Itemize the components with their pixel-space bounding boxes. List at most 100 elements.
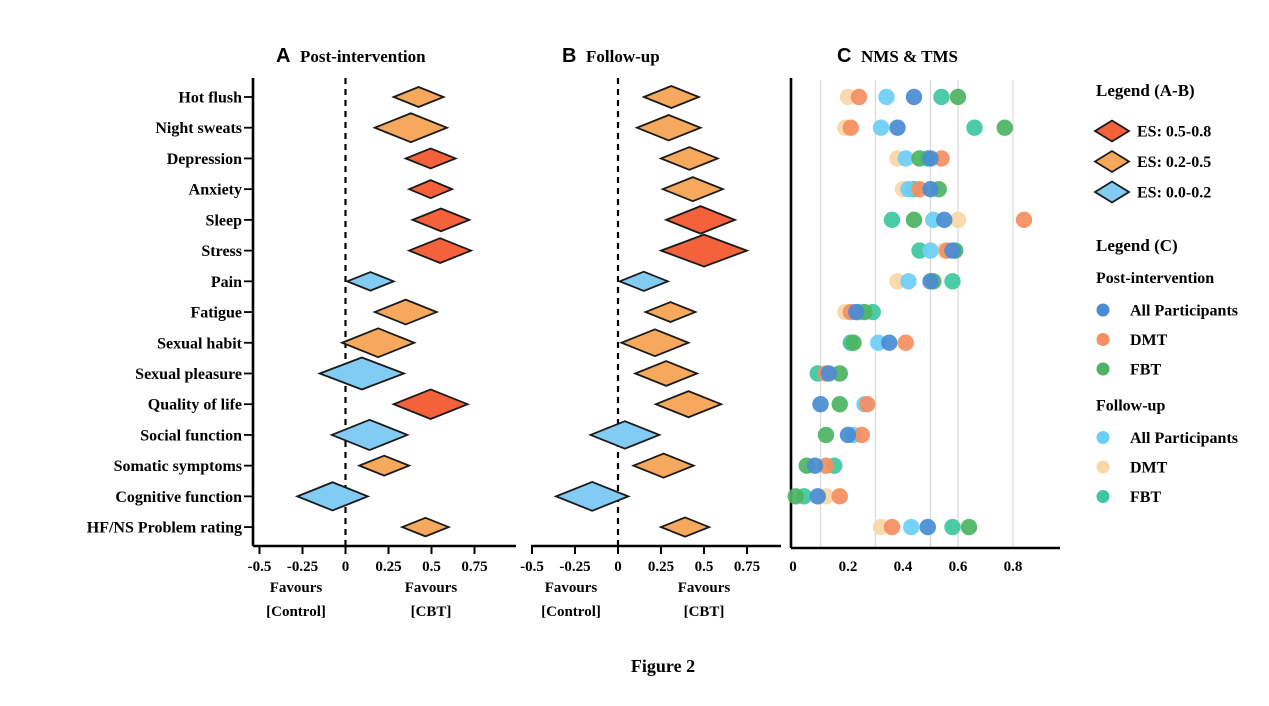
point-post_dmt-sleep — [1015, 211, 1033, 229]
diamond-a-pain — [344, 271, 397, 292]
row-label-hf-ns-problem-rating: HF/NS Problem rating — [87, 520, 242, 537]
point-post_dmt-quality-of-life — [859, 396, 876, 413]
diamond-a-somatic-symptoms — [356, 454, 412, 477]
panel-c: C NMS & TMS 0 0.2 0.4 0.6 0.8 — [787, 45, 1060, 575]
point-post_all-sexual-habit — [881, 334, 898, 351]
point-post_dmt-hf-ns-problem-rating — [883, 518, 901, 536]
legend-diamond-es-0-2-0-5 — [1093, 149, 1131, 174]
diamond-a-social-function — [329, 418, 410, 452]
row-label-hot-flush: Hot flush — [178, 90, 242, 107]
panel-c-title: NMS & TMS — [861, 47, 958, 66]
x-tick-label: 0.6 — [949, 559, 968, 575]
diamond-a-quality-of-life — [391, 388, 471, 420]
diamond-b-cognitive-function — [553, 480, 631, 512]
row-label-depression: Depression — [167, 151, 242, 168]
favours-left-line2: [Control] — [541, 604, 601, 620]
legend-ab-title: Legend (A-B) — [1096, 81, 1195, 100]
favours-left-line1: Favours — [545, 580, 598, 596]
row-label-quality-of-life: Quality of life — [148, 397, 242, 414]
diamond-b-anxiety — [660, 176, 726, 203]
point-post_fbt-hot-flush — [949, 88, 967, 106]
legend-diamond-es-0-5-0-8 — [1093, 119, 1131, 143]
diamond-b-fatigue — [643, 301, 698, 323]
x-tick-label: 0.5 — [695, 559, 714, 575]
point-post_fbt-hf-ns-problem-rating — [960, 518, 978, 536]
diamond-a-sexual-pleasure — [317, 356, 407, 391]
diamond-b-sleep — [663, 205, 738, 235]
legend-ab-label-es-0-0-0-2: ES: 0.0-0.2 — [1137, 185, 1211, 202]
diamond-b-hf-ns-problem-rating — [658, 516, 712, 538]
x-tick-label: 0 — [342, 559, 350, 575]
point-post_dmt-sexual-habit — [897, 334, 914, 351]
point-post_fbt-sexual-habit — [845, 334, 862, 351]
row-label-night-sweats: Night sweats — [155, 120, 242, 137]
point-fu_all-stress — [922, 242, 939, 259]
point-post_fbt-social-function — [817, 426, 835, 444]
x-tick-label: 0.4 — [894, 559, 913, 575]
legend-c-heading-follow-up: Follow-up — [1096, 398, 1165, 415]
point-post_dmt-hot-flush — [850, 88, 868, 106]
point-post_all-quality-of-life — [812, 396, 829, 413]
point-fu_all-night-sweats — [872, 119, 890, 136]
legend-c-label-fu_fbt: FBT — [1130, 489, 1161, 506]
point-post_all-sexual-pleasure — [820, 365, 837, 382]
point-fu_fbt-hf-ns-problem-rating — [944, 518, 961, 536]
legend-c-title: Legend (C) — [1096, 236, 1178, 255]
legend-ab-label-es-0-2-0-5: ES: 0.2-0.5 — [1137, 154, 1211, 171]
diamond-b-night-sweats — [634, 114, 703, 142]
diamond-b-sexual-pleasure — [632, 360, 700, 387]
legend-c-label-fu_all: All Participants — [1130, 430, 1238, 447]
panel-b-title: Follow-up — [586, 47, 660, 66]
point-post_all-sleep — [936, 211, 953, 229]
point-post_dmt-cognitive-function — [831, 488, 848, 505]
point-post_all-cognitive-function — [809, 488, 826, 505]
favours-left-line1: Favours — [270, 580, 323, 596]
diamond-a-fatigue — [372, 298, 440, 326]
legend-dot-fu_dmt — [1096, 460, 1110, 474]
legend-dot-post_dmt — [1096, 333, 1110, 346]
panel-a: A Post-intervention-0.5 -0.25 0 0.25 0.5 0.75F… — [248, 45, 516, 620]
legend-c-heading-post-intervention: Post-intervention — [1096, 270, 1214, 287]
diamond-a-sexual-habit — [339, 327, 417, 359]
diamond-b-stress — [658, 233, 750, 268]
point-post_dmt-night-sweats — [842, 119, 859, 136]
diamond-a-depression — [403, 147, 459, 170]
favours-right-line1: Favours — [405, 580, 458, 596]
x-tick-label: -0.25 — [287, 559, 318, 575]
point-post_fbt-cognitive-function — [787, 488, 804, 505]
legend-c-label-fu_dmt: DMT — [1130, 460, 1168, 477]
point-post_all-depression — [922, 150, 939, 167]
x-tick-label: 0.5 — [422, 559, 441, 575]
favours-right-line2: [CBT] — [411, 604, 452, 620]
diamond-a-cognitive-function — [294, 481, 371, 512]
point-fu_fbt-sleep — [883, 211, 901, 229]
row-label-sleep: Sleep — [206, 212, 243, 229]
favours-right-line2: [CBT] — [684, 604, 725, 620]
diamond-a-hf-ns-problem-rating — [399, 516, 452, 538]
point-post_all-stress — [944, 242, 961, 259]
row-label-cognitive-function: Cognitive function — [115, 489, 242, 506]
legend-c: Legend (C) Post-intervention All Participa… — [1096, 236, 1238, 506]
point-post_all-anxiety — [922, 180, 939, 198]
point-post_all-social-function — [839, 426, 857, 444]
legend-dot-post_all — [1096, 303, 1110, 317]
x-tick-label: 0.75 — [461, 559, 487, 575]
legend-c-label-post_all: All Participants — [1130, 303, 1238, 320]
figure-chart: Hot flush Night sweats Depression Anxiety Sl… — [87, 45, 1238, 620]
diamond-a-anxiety — [406, 179, 455, 200]
point-fu_dmt-sleep — [949, 211, 967, 229]
legend-c-label-post_dmt: DMT — [1130, 332, 1168, 349]
point-post_fbt-night-sweats — [996, 119, 1013, 136]
point-post_all-night-sweats — [889, 119, 906, 136]
diamond-a-sleep — [410, 207, 472, 233]
point-fu_fbt-hot-flush — [933, 88, 950, 106]
row-label-stress: Stress — [201, 243, 242, 260]
diamond-b-quality-of-life — [653, 390, 724, 419]
legend-diamond-es-0-0-0-2 — [1093, 180, 1131, 204]
legend-dot-fu_all — [1096, 431, 1110, 444]
point-fu_all-hot-flush — [878, 88, 895, 106]
diamond-a-night-sweats — [372, 112, 450, 144]
point-post_fbt-quality-of-life — [831, 396, 848, 413]
point-post_all-somatic-symptoms — [806, 457, 824, 474]
